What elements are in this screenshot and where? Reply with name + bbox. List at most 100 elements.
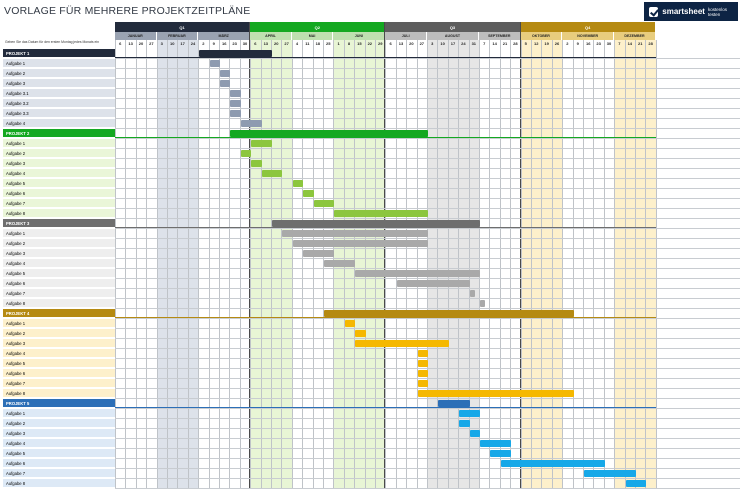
task-row-label[interactable]: Aufgabe 1 [3,408,115,418]
task-bar[interactable] [220,80,231,88]
task-row-label[interactable]: Aufgabe 3 [3,158,115,168]
task-bar[interactable] [292,180,304,188]
task-row-label[interactable]: Aufgabe 7 [3,378,115,388]
task-row-label[interactable]: Aufgabe 6 [3,188,115,198]
task-bar[interactable] [344,319,356,327]
task-bar[interactable] [417,379,428,387]
task-bar[interactable] [230,110,241,118]
task-bar[interactable] [240,150,252,158]
grid-column-line [229,40,231,489]
day-label: 28 [513,41,518,46]
task-bar[interactable] [459,409,480,417]
task-bar[interactable] [282,230,428,238]
task-bar[interactable] [313,200,335,208]
project-row-label[interactable]: PROJEKT 2 [3,128,115,138]
task-bar[interactable] [469,429,480,437]
task-row-label[interactable]: Aufgabe 3 [3,428,115,438]
task-row-label[interactable]: Aufgabe 1 [3,138,115,148]
task-row-label[interactable]: Aufgabe 4 [3,438,115,448]
task-row-label[interactable]: Aufgabe 3 [3,338,115,348]
task-bar[interactable] [251,140,272,148]
task-row-label[interactable]: Aufgabe 6 [3,368,115,378]
task-row-label[interactable]: Aufgabe 5 [3,178,115,188]
task-row-label[interactable]: Aufgabe 8 [3,388,115,398]
task-row-label[interactable]: Aufgabe 7 [3,468,115,478]
project-bar[interactable] [199,50,272,58]
task-bar[interactable] [417,349,428,357]
task-row-label[interactable]: Aufgabe 8 [3,208,115,218]
task-bar[interactable] [490,449,512,457]
task-bar[interactable] [417,369,428,377]
project-bar[interactable] [230,130,428,138]
task-row-label[interactable]: Aufgabe 3 [3,248,115,258]
project-row-label[interactable]: PROJEKT 1 [3,49,115,58]
task-bar[interactable] [303,190,314,198]
task-row-label[interactable]: Aufgabe 7 [3,288,115,298]
project-bar[interactable] [324,309,574,317]
day-label: 3 [160,41,163,46]
task-bar[interactable] [240,120,262,128]
task-row-label[interactable]: Aufgabe 4 [3,258,115,268]
day-label: 27 [149,41,154,46]
task-row-label[interactable]: Aufgabe 6 [3,278,115,288]
task-row-label[interactable]: Aufgabe 5 [3,448,115,458]
task-bar[interactable] [261,170,283,178]
task-row-label[interactable]: Aufgabe 3.3 [3,108,115,118]
task-row-label[interactable]: Aufgabe 7 [3,198,115,208]
task-bar[interactable] [417,389,574,397]
task-row-label[interactable]: Aufgabe 2 [3,68,115,78]
task-row-label[interactable]: Aufgabe 4 [3,118,115,128]
task-row-label[interactable]: Aufgabe 8 [3,298,115,308]
task-row-label[interactable]: Aufgabe 8 [3,478,115,488]
task-bar[interactable] [584,469,636,477]
task-bar[interactable] [417,359,428,367]
project-row-label[interactable]: PROJEKT 4 [3,308,115,318]
task-bar[interactable] [355,329,366,337]
task-row-label[interactable]: Aufgabe 4 [3,168,115,178]
task-bar[interactable] [459,419,470,427]
project-bar[interactable] [272,220,480,228]
task-bar[interactable] [209,60,220,68]
task-row-label[interactable]: Aufgabe 3 [3,78,115,88]
task-row-label[interactable]: Aufgabe 3.2 [3,98,115,108]
task-row-label[interactable]: Aufgabe 2 [3,328,115,338]
grid-column-line [416,40,418,489]
task-bar[interactable] [355,339,449,347]
project-bar[interactable] [438,399,470,407]
day-label: 16 [221,41,227,46]
smartsheet-logo[interactable]: smartsheet kostenlos testen [644,2,738,21]
task-bar[interactable] [469,289,475,297]
task-row-label[interactable]: Aufgabe 1 [3,58,115,68]
task-bar[interactable] [303,250,335,257]
day-label: 11 [305,41,310,46]
task-row-label[interactable]: Aufgabe 3.1 [3,88,115,98]
task-bar[interactable] [230,90,241,98]
task-bar[interactable] [396,279,470,287]
task-bar[interactable] [292,240,428,247]
task-bar[interactable] [625,479,647,487]
task-row-label[interactable]: Aufgabe 2 [3,418,115,428]
grid-column-line [603,40,605,489]
task-bar[interactable] [220,70,231,78]
task-bar[interactable] [251,160,262,168]
task-bar[interactable] [480,299,486,307]
day-label: 27 [419,41,425,46]
task-bar[interactable] [334,210,428,218]
task-bar[interactable] [480,439,512,447]
task-row-label[interactable]: Aufgabe 5 [3,358,115,368]
task-row-label[interactable]: Aufgabe 1 [3,228,115,238]
task-row-label[interactable]: Aufgabe 2 [3,238,115,248]
task-row-label[interactable]: Aufgabe 6 [3,458,115,468]
task-bar[interactable] [500,459,605,467]
task-row-label[interactable]: Aufgabe 1 [3,318,115,328]
task-bar[interactable] [355,269,480,277]
task-row-label[interactable]: Aufgabe 4 [3,348,115,358]
project-row-label[interactable]: PROJEKT 3 [3,218,115,228]
task-bar[interactable] [324,259,356,267]
task-row-label[interactable]: Aufgabe 5 [3,268,115,278]
project-row-label[interactable]: PROJEKT 5 [3,398,115,408]
day-label: 24 [461,41,466,46]
grid-row-line [115,238,740,240]
task-bar[interactable] [230,100,241,108]
task-row-label[interactable]: Aufgabe 2 [3,148,115,158]
